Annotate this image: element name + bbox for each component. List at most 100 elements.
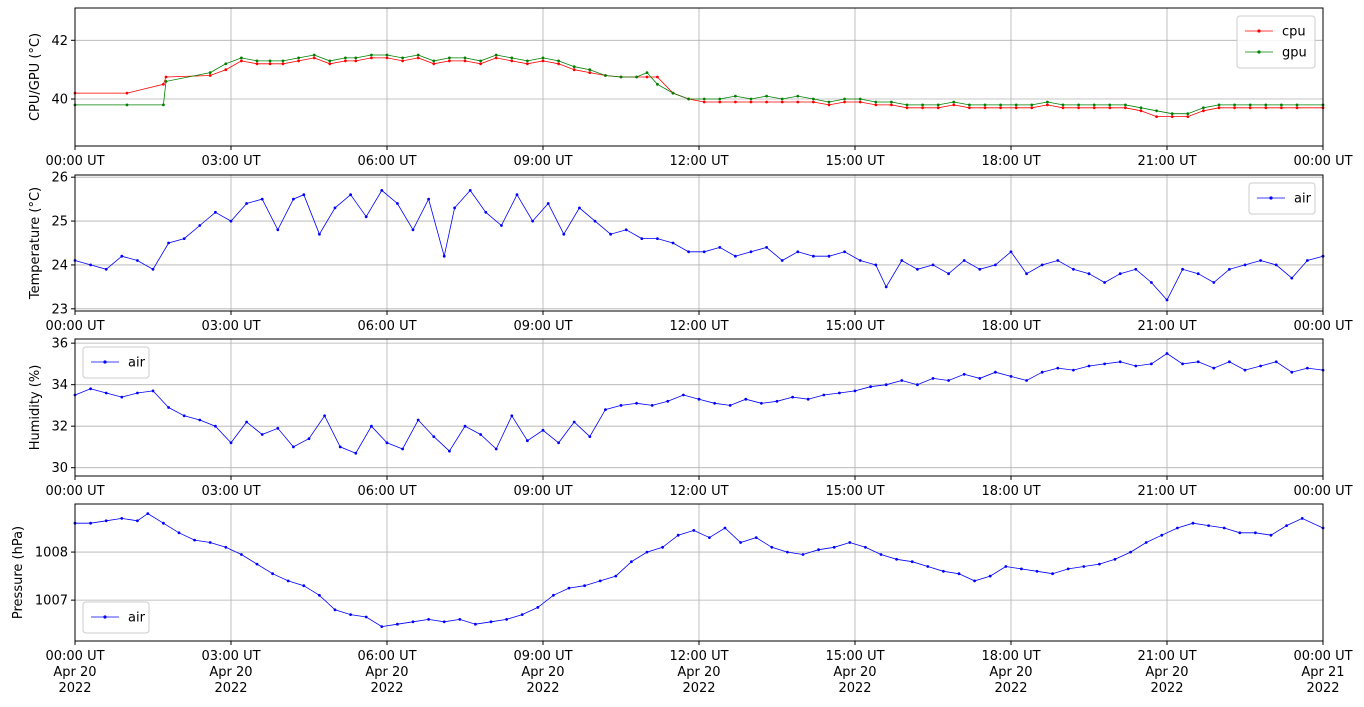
data-point-air — [1072, 267, 1075, 271]
data-point-gpu — [588, 68, 592, 72]
x-tick-label: 06:00 UT — [357, 319, 416, 334]
data-point-air — [692, 529, 696, 532]
x-tick-label: 03:00 UT — [201, 154, 260, 169]
legend-swatch-marker — [1257, 50, 1261, 54]
data-point-air — [614, 574, 618, 578]
data-point-air — [427, 197, 430, 201]
data-point-gpu — [827, 100, 831, 104]
data-point-air — [848, 541, 852, 544]
data-point-air — [1181, 362, 1184, 366]
data-point-air — [396, 622, 399, 626]
data-point-air — [380, 625, 384, 628]
data-point-air — [832, 545, 836, 549]
data-point-air — [1020, 567, 1023, 571]
data-point-air — [884, 285, 888, 289]
data-point-air — [1009, 250, 1013, 254]
data-point-air — [806, 397, 810, 401]
data-point-air — [588, 435, 592, 438]
data-point-air — [1072, 368, 1075, 372]
data-point-air — [260, 197, 264, 201]
data-point-air — [292, 445, 295, 449]
data-point-air — [598, 579, 602, 583]
data-point-air — [687, 250, 690, 254]
y-axis-label: Humidity (%) — [28, 365, 43, 451]
data-point-cpu — [999, 106, 1002, 110]
x-tick-label: 03:00 UT Apr 20 2022 — [201, 649, 260, 696]
data-point-air — [1040, 370, 1044, 374]
data-point-air — [104, 391, 108, 395]
data-point-air — [630, 560, 633, 564]
data-point-cpu — [1202, 109, 1205, 113]
data-point-cpu — [164, 75, 168, 79]
data-point-gpu — [671, 91, 675, 95]
x-tick-label: 15:00 UT — [825, 484, 884, 499]
data-point-air — [1025, 379, 1028, 382]
x-tick-label: 12:00 UT Apr 20 2022 — [669, 649, 728, 696]
data-point-air — [604, 408, 607, 411]
data-point-cpu — [968, 106, 971, 110]
data-point-cpu — [702, 100, 706, 104]
data-point-air — [182, 237, 186, 241]
data-point-cpu — [1186, 115, 1190, 118]
data-point-gpu — [952, 100, 956, 104]
data-point-air — [567, 586, 571, 590]
data-point-gpu — [1046, 100, 1049, 104]
data-point-gpu — [905, 103, 909, 107]
data-point-air — [900, 379, 904, 382]
x-tick-label: 00:00 UT Apr 21 2022 — [1293, 649, 1352, 696]
data-point-air — [1098, 562, 1101, 566]
data-point-cpu — [494, 56, 498, 60]
data-point-air — [1087, 272, 1091, 276]
data-point-air — [1259, 259, 1262, 262]
data-point-air — [994, 370, 997, 374]
data-point-air — [583, 584, 586, 588]
data-point-gpu — [635, 75, 638, 79]
data-point-air — [879, 553, 883, 556]
data-point-air — [640, 237, 644, 241]
legend-swatch-marker — [103, 360, 107, 364]
data-point-air — [276, 426, 280, 430]
x-tick-label: 12:00 UT — [669, 154, 728, 169]
data-point-air — [214, 424, 217, 428]
data-point-air — [214, 210, 217, 214]
data-point-air — [463, 424, 467, 428]
data-point-gpu — [1264, 103, 1268, 107]
data-point-air — [198, 224, 202, 227]
data-point-air — [208, 541, 212, 544]
data-point-gpu — [1233, 103, 1236, 107]
data-point-cpu — [1233, 106, 1236, 110]
data-point-air — [1004, 565, 1008, 568]
data-point-cpu — [1077, 106, 1080, 110]
data-point-air — [962, 259, 966, 262]
data-point-air — [271, 572, 274, 576]
data-point-gpu — [572, 65, 576, 69]
data-point-cpu — [297, 59, 300, 63]
data-point-cpu — [448, 59, 451, 63]
data-point-cpu — [1248, 106, 1252, 110]
data-point-gpu — [734, 94, 737, 98]
x-tick-label: 00:00 UT — [45, 319, 104, 334]
data-point-air — [1165, 298, 1169, 302]
data-point-air — [1191, 521, 1195, 525]
data-point-air — [136, 259, 139, 262]
data-point-air — [1056, 366, 1060, 370]
data-point-cpu — [526, 62, 529, 66]
data-point-air — [1274, 263, 1278, 267]
data-point-air — [151, 389, 155, 393]
data-point-air — [245, 202, 249, 205]
data-point-air — [458, 618, 462, 621]
data-point-air — [255, 562, 259, 566]
data-point-air — [515, 193, 519, 197]
y-tick-label: 23 — [51, 302, 68, 317]
data-point-air — [1222, 526, 1226, 530]
data-point-air — [947, 272, 950, 276]
data-point-air — [338, 445, 342, 449]
y-tick-label: 36 — [51, 337, 68, 352]
data-point-air — [1176, 526, 1179, 530]
data-point-gpu — [255, 59, 259, 63]
data-point-air — [552, 593, 555, 597]
data-point-air — [838, 391, 841, 395]
data-point-air — [1212, 281, 1216, 284]
y-tick-label: 42 — [51, 34, 68, 49]
data-point-air — [1300, 517, 1304, 520]
